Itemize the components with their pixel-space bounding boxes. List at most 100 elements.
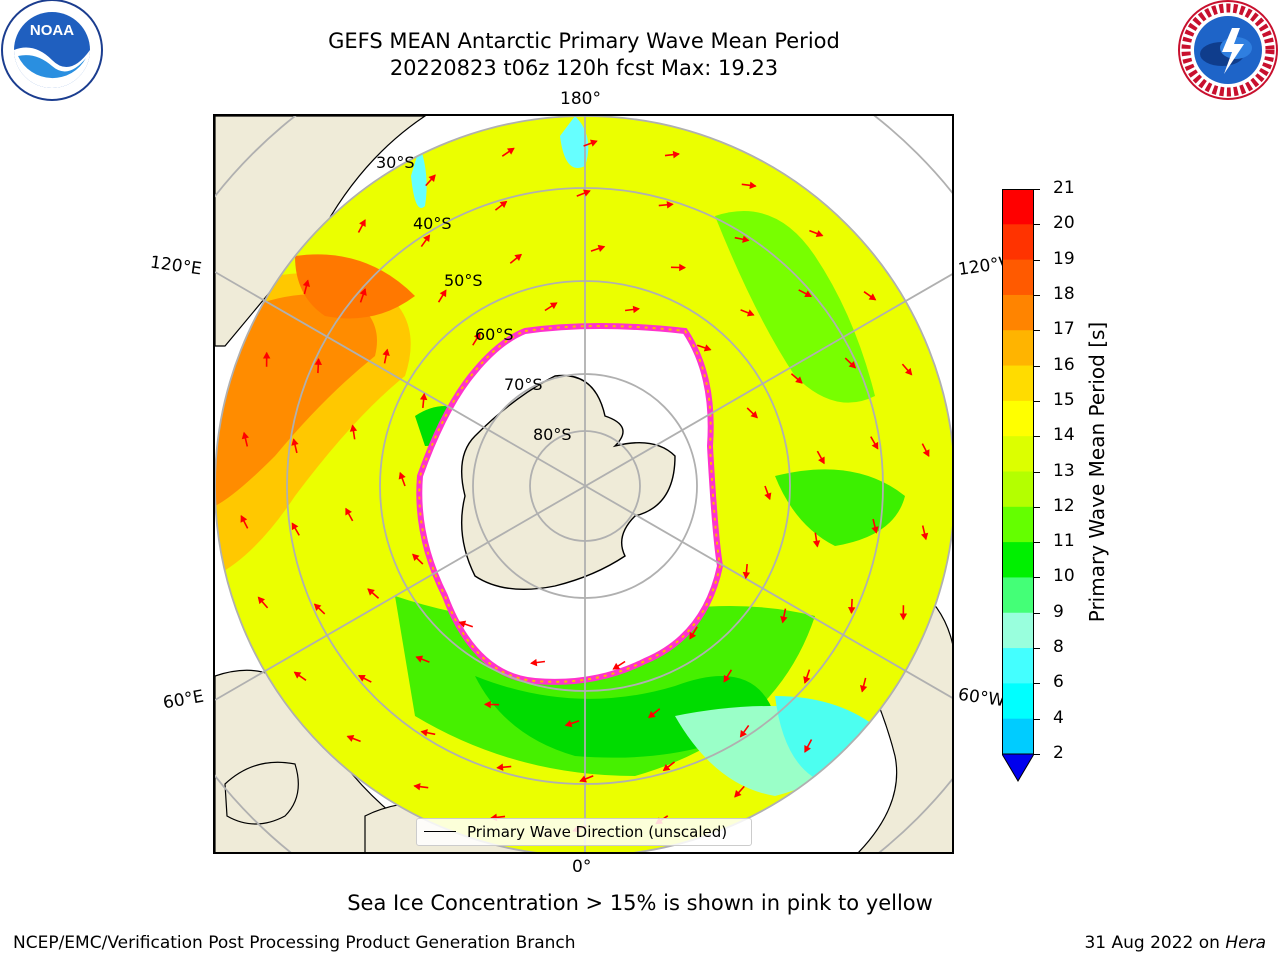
wave-arrow-head bbox=[483, 700, 491, 709]
colorbar-segment bbox=[1002, 718, 1034, 755]
colorbar-tick-label: 20 bbox=[1053, 213, 1075, 234]
wave-direction-arrows bbox=[240, 139, 930, 833]
wave-arrow-head bbox=[848, 361, 857, 369]
colorbar-tick-mark bbox=[1034, 436, 1040, 438]
colorbar-segment bbox=[1002, 648, 1034, 684]
colorbar-segment bbox=[1002, 259, 1034, 296]
wave-arrow-head bbox=[291, 438, 299, 446]
colorbar-segment bbox=[1002, 471, 1034, 508]
wave-arrow-head bbox=[739, 729, 747, 738]
wave-arrow-head bbox=[530, 658, 538, 667]
wave-arrow-head bbox=[780, 615, 788, 624]
wave-arrow-head bbox=[679, 263, 687, 272]
colorbar-tick-mark bbox=[1034, 577, 1040, 579]
colorbar-tick-mark bbox=[1034, 506, 1040, 508]
wave-arrow-head bbox=[506, 147, 515, 155]
wave-arrow-head bbox=[439, 289, 447, 298]
wave-arrow-head bbox=[742, 235, 750, 243]
sea-ice-caption: Sea Ice Concentration > 15% is shown in … bbox=[347, 891, 933, 915]
wave-arrow-head bbox=[764, 492, 772, 501]
colorbar-segment bbox=[1002, 400, 1034, 437]
legend-label: Primary Wave Direction (unscaled) bbox=[467, 823, 728, 841]
colorbar-tick-label: 16 bbox=[1053, 354, 1075, 375]
wave-arrow-head bbox=[291, 522, 299, 531]
wave-arrow-head bbox=[795, 376, 803, 384]
wave-arrow-head bbox=[871, 441, 879, 450]
colorbar-segment bbox=[1002, 577, 1034, 614]
wave-arrow-head bbox=[859, 685, 868, 693]
colorbar-tick-label: 8 bbox=[1053, 637, 1064, 658]
colorbar-tick-mark bbox=[1034, 683, 1040, 685]
wave-arrow-head bbox=[419, 392, 428, 401]
map-legend: Primary Wave Direction (unscaled) bbox=[416, 818, 752, 846]
wave-arrow-head bbox=[564, 720, 573, 728]
chart-title-line-2: 20220823 t06z 120h fcst Max: 19.23 bbox=[389, 56, 779, 80]
colorbar-tick-mark bbox=[1034, 294, 1040, 296]
colorbar-tick-label: 19 bbox=[1053, 248, 1075, 269]
colorbar-tick-mark bbox=[1034, 224, 1040, 226]
colorbar-tick-label: 11 bbox=[1053, 531, 1075, 552]
wave-arrow-head bbox=[804, 745, 811, 753]
wave-arrow-head bbox=[672, 150, 680, 159]
wave-arrow-head bbox=[750, 410, 758, 419]
wave-arrow-head bbox=[723, 674, 731, 683]
colorbar-tick-mark bbox=[1034, 259, 1040, 261]
wave-arrow-head bbox=[428, 174, 436, 182]
colorbar-tick-label: 9 bbox=[1053, 601, 1064, 622]
wave-arrow-head bbox=[612, 662, 621, 670]
sea-ice-and-antarctica bbox=[416, 323, 724, 685]
wave-arrow-head bbox=[499, 200, 508, 209]
wave-arrow-head bbox=[905, 367, 913, 376]
lon-label-60w: 60°W bbox=[956, 684, 1007, 712]
wave-arrow-head bbox=[262, 351, 271, 359]
lat-label-70s: 70°S bbox=[504, 375, 543, 394]
graticule bbox=[215, 116, 952, 852]
wave-arrow-head bbox=[302, 279, 311, 287]
colorbar-tick-label: 4 bbox=[1053, 707, 1064, 728]
lon-label-60e: 60°E bbox=[161, 686, 206, 714]
wave-arrow-head bbox=[742, 571, 751, 580]
wave-arrow-head bbox=[666, 201, 674, 209]
wave-arrow-head bbox=[420, 729, 428, 737]
wave-arrow-head bbox=[413, 782, 421, 791]
wave-arrow-head bbox=[359, 288, 367, 296]
wave-arrow-head bbox=[812, 540, 821, 548]
colorbar-tick-label: 2 bbox=[1053, 743, 1064, 763]
lat-label-60s: 60°S bbox=[475, 325, 514, 344]
lat-label-40s: 40°S bbox=[413, 214, 452, 233]
wave-arrow-head bbox=[293, 671, 302, 679]
nws-logo bbox=[1176, 0, 1280, 104]
colorbar-tick-label: 15 bbox=[1053, 389, 1075, 410]
wave-arrow-head bbox=[815, 230, 824, 238]
wave-arrow-head bbox=[412, 553, 420, 562]
colorbar-tick-mark bbox=[1034, 542, 1040, 544]
chart-title-line-1: GEFS MEAN Antarctic Primary Wave Mean Pe… bbox=[328, 29, 840, 53]
lat-label-80s: 80°S bbox=[533, 425, 572, 444]
wave-arrow-head bbox=[632, 305, 640, 314]
colorbar-tick-label: 6 bbox=[1053, 672, 1064, 693]
colorbar-tick-label: 13 bbox=[1053, 460, 1075, 481]
colorbar-outline bbox=[1002, 189, 1034, 755]
wave-arrow-head bbox=[749, 181, 757, 190]
wave-arrow-head bbox=[847, 606, 856, 614]
wave-arrow-head bbox=[346, 734, 355, 742]
colorbar-segment bbox=[1002, 365, 1034, 402]
colorbar-tick-label: 18 bbox=[1053, 283, 1075, 304]
colorbar-segment bbox=[1002, 294, 1034, 331]
colorbar-tick-label: 12 bbox=[1053, 495, 1075, 516]
wave-arrow-head bbox=[803, 676, 811, 684]
wave-arrow-head bbox=[746, 309, 755, 317]
wave-arrow-head bbox=[922, 449, 930, 457]
lat-label-30s: 30°S bbox=[376, 153, 415, 172]
wave-arrow-head bbox=[382, 348, 390, 357]
wave-arrow-head bbox=[314, 358, 323, 366]
wave-arrow-head bbox=[514, 253, 523, 261]
colorbar-extend-triangle bbox=[1001, 753, 1035, 782]
wave-arrow-head bbox=[703, 344, 712, 352]
wave-arrow-head bbox=[579, 775, 587, 783]
wave-arrow-head bbox=[818, 456, 825, 465]
wave-arrow-head bbox=[398, 471, 406, 480]
colorbar-tick-label: 14 bbox=[1053, 425, 1075, 446]
wave-arrow-head bbox=[662, 763, 671, 772]
colorbar-label: Primary Wave Mean Period [s] bbox=[1085, 321, 1109, 623]
